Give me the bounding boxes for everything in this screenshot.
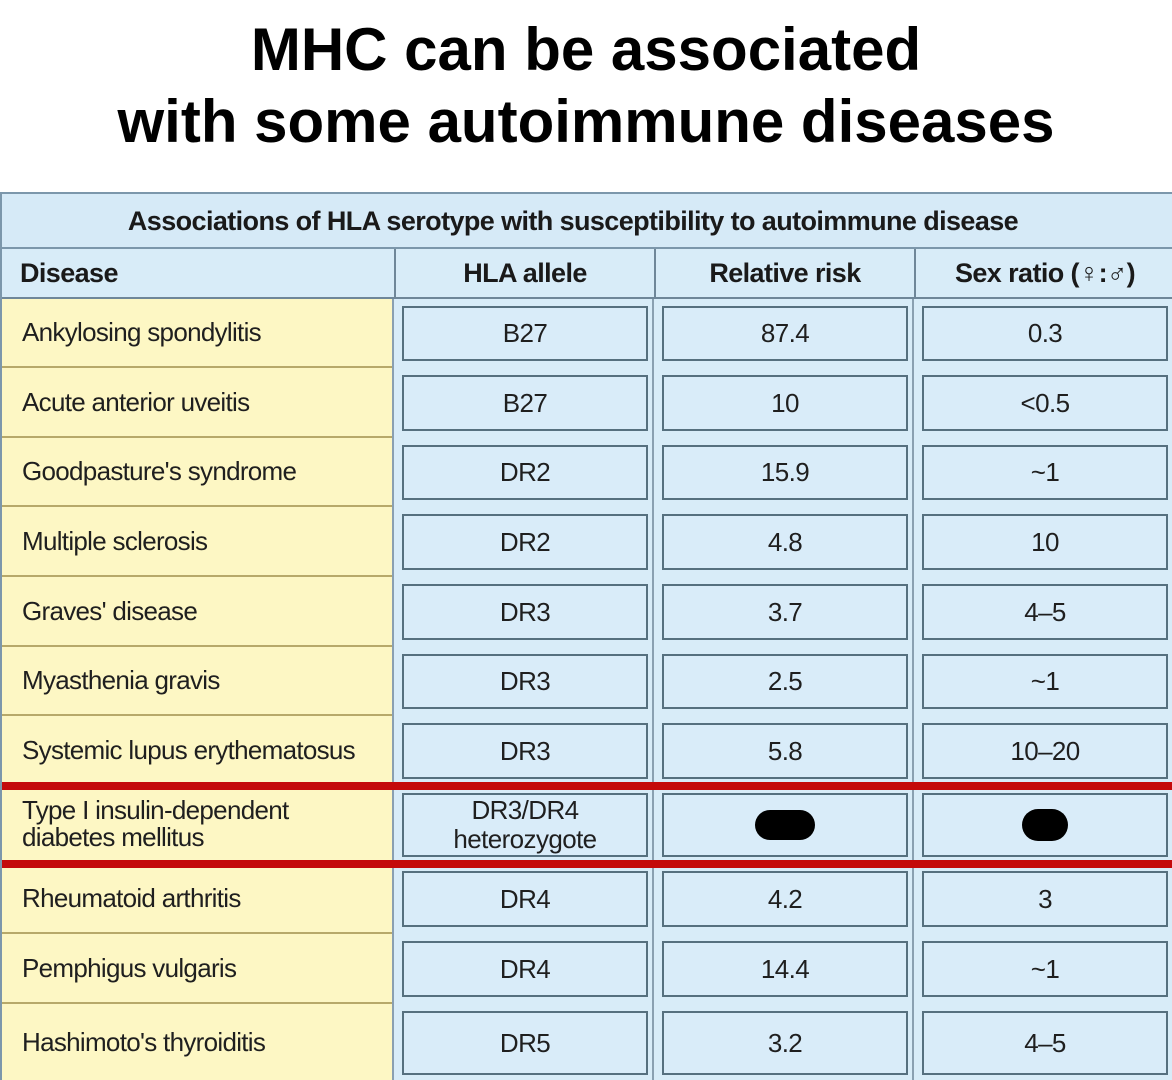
hla-association-table: Associations of HLA serotype with suscep… xyxy=(0,192,1172,1080)
disease-cell: Acute anterior uveitis xyxy=(2,368,394,438)
disease-cell: Pemphigus vulgaris xyxy=(2,934,394,1004)
header-hla-allele: HLA allele xyxy=(394,249,654,297)
relative-risk-cell: 4.2 xyxy=(662,871,908,927)
disease-cell: Hashimoto's thyroiditis xyxy=(2,1004,394,1080)
hla-allele-cell: DR2 xyxy=(402,445,648,500)
hla-allele-cell: DR5 xyxy=(402,1011,648,1075)
hla-allele-line-2: heterozygote xyxy=(453,824,597,854)
sex-ratio-cell: 10 xyxy=(922,514,1168,570)
sex-ratio-cell: 3 xyxy=(922,871,1168,927)
hla-allele-cell: DR3 xyxy=(402,654,648,709)
hla-allele-cell: DR3 xyxy=(402,723,648,779)
table-row: Hashimoto's thyroiditis DR5 3.2 4–5 xyxy=(2,1004,1172,1080)
slide-title: MHC can be associated with some autoimmu… xyxy=(0,14,1172,158)
sex-ratio-cell: 4–5 xyxy=(922,1011,1168,1075)
disease-cell: Systemic lupus erythematosus xyxy=(2,716,394,786)
redaction-blob xyxy=(755,810,815,840)
sex-ratio-cell: ~1 xyxy=(922,654,1168,709)
table-row: Systemic lupus erythematosus DR3 5.8 10–… xyxy=(2,716,1172,786)
hla-allele-cell: DR3/DR4 heterozygote xyxy=(402,793,648,857)
column-divider xyxy=(392,299,394,1080)
table-row: Graves' disease DR3 3.7 4–5 xyxy=(2,577,1172,647)
sex-ratio-cell: 4–5 xyxy=(922,584,1168,640)
relative-risk-cell: 5.8 xyxy=(662,723,908,779)
sex-ratio-cell: ~1 xyxy=(922,445,1168,500)
hla-allele-cell: DR3 xyxy=(402,584,648,640)
disease-cell: Graves' disease xyxy=(2,577,394,647)
sex-ratio-cell xyxy=(922,793,1168,857)
disease-name: Ankylosing spondylitis xyxy=(22,317,262,347)
relative-risk-cell: 87.4 xyxy=(662,306,908,361)
column-divider xyxy=(912,299,914,1080)
disease-name: Goodpasture's syndrome xyxy=(22,456,297,486)
disease-cell: Goodpasture's syndrome xyxy=(2,438,394,507)
sex-ratio-cell: 10–20 xyxy=(922,723,1168,779)
disease-name: Myasthenia gravis xyxy=(22,665,220,695)
disease-name: Hashimoto's thyroiditis xyxy=(22,1026,266,1057)
table-row: Acute anterior uveitis B27 10 <0.5 xyxy=(2,368,1172,438)
relative-risk-cell: 10 xyxy=(662,375,908,431)
title-line-2: with some autoimmune diseases xyxy=(117,88,1055,155)
hla-allele-cell: B27 xyxy=(402,306,648,361)
table-row: Pemphigus vulgaris DR4 14.4 ~1 xyxy=(2,934,1172,1004)
relative-risk-cell: 15.9 xyxy=(662,445,908,500)
disease-cell: Multiple sclerosis xyxy=(2,507,394,577)
table-row: Ankylosing spondylitis B27 87.4 0.3 xyxy=(2,299,1172,368)
disease-name: Type I insulin-dependent diabetes mellitu… xyxy=(22,797,289,851)
redaction-blob xyxy=(1022,809,1068,841)
relative-risk-cell: 4.8 xyxy=(662,514,908,570)
relative-risk-cell: 3.7 xyxy=(662,584,908,640)
hla-allele-cell: DR4 xyxy=(402,941,648,997)
header-disease: Disease xyxy=(20,258,118,288)
sex-ratio-cell: 0.3 xyxy=(922,306,1168,361)
disease-name: Systemic lupus erythematosus xyxy=(22,734,356,765)
hla-allele-cell: DR2 xyxy=(402,514,648,570)
hla-allele-line-1: DR3/DR4 xyxy=(471,795,579,825)
table-row: Goodpasture's syndrome DR2 15.9 ~1 xyxy=(2,438,1172,507)
disease-name-line-2: diabetes mellitus xyxy=(22,822,204,852)
disease-cell: Myasthenia gravis xyxy=(2,647,394,716)
highlight-line-bottom xyxy=(2,860,1172,868)
disease-cell: Ankylosing spondylitis xyxy=(2,299,394,368)
disease-name: Acute anterior uveitis xyxy=(22,386,250,417)
table-row: Myasthenia gravis DR3 2.5 ~1 xyxy=(2,647,1172,716)
header-sex-ratio: Sex ratio (♀:♂) xyxy=(914,249,1172,297)
disease-name-line-1: Type I insulin-dependent xyxy=(22,795,289,825)
table-row: Multiple sclerosis DR2 4.8 10 xyxy=(2,507,1172,577)
relative-risk-cell: 14.4 xyxy=(662,941,908,997)
table-caption: Associations of HLA serotype with suscep… xyxy=(2,194,1172,249)
disease-name: Graves' disease xyxy=(22,595,198,626)
title-line-1: MHC can be associated xyxy=(250,16,922,83)
disease-name: Pemphigus vulgaris xyxy=(22,952,237,983)
table-row: Rheumatoid arthritis DR4 4.2 3 xyxy=(2,864,1172,934)
relative-risk-cell: 2.5 xyxy=(662,654,908,709)
relative-risk-cell: 3.2 xyxy=(662,1011,908,1075)
table-row-highlighted: Type I insulin-dependent diabetes mellitu… xyxy=(2,786,1172,864)
table-header-row: Disease HLA allele Relative risk Sex rat… xyxy=(2,249,1172,299)
disease-name: Rheumatoid arthritis xyxy=(22,882,241,913)
disease-cell: Type I insulin-dependent diabetes mellitu… xyxy=(2,786,394,864)
relative-risk-cell xyxy=(662,793,908,857)
disease-name: Multiple sclerosis xyxy=(22,525,208,556)
header-relative-risk: Relative risk xyxy=(654,249,914,297)
sex-ratio-cell: <0.5 xyxy=(922,375,1168,431)
hla-allele-cell: DR4 xyxy=(402,871,648,927)
hla-allele-cell: B27 xyxy=(402,375,648,431)
column-divider xyxy=(652,299,654,1080)
highlight-line-top xyxy=(2,782,1172,790)
sex-ratio-cell: ~1 xyxy=(922,941,1168,997)
disease-cell: Rheumatoid arthritis xyxy=(2,864,394,934)
